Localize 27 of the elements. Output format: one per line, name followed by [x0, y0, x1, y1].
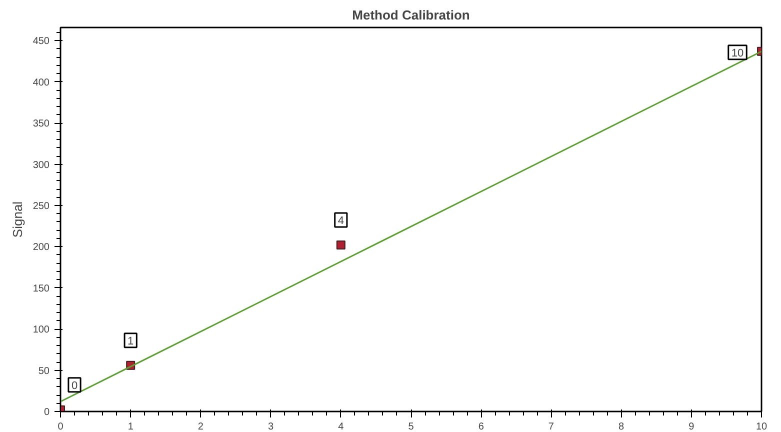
- annotation: 4: [338, 215, 344, 228]
- y-tick-label: 150: [32, 283, 50, 294]
- x-tick-label: 0: [58, 422, 64, 432]
- chart-title: Method Calibration: [352, 8, 470, 22]
- x-tick-label: 1: [128, 422, 134, 432]
- x-tick-label: 6: [478, 422, 484, 432]
- x-tick-label: 10: [756, 422, 768, 432]
- x-tick-label: 3: [268, 422, 274, 432]
- annotation: 0: [71, 380, 78, 392]
- annotation: 1: [128, 335, 134, 348]
- y-tick-label: 0: [44, 407, 50, 418]
- x-tick-label: 4: [338, 422, 344, 432]
- x-tick-label: 8: [618, 422, 625, 432]
- annotation: 10: [731, 47, 744, 60]
- y-tick-label: 250: [32, 200, 50, 212]
- y-tick-label: 200: [32, 242, 50, 254]
- y-tick-label: 350: [32, 118, 50, 130]
- x-tick-label: 7: [548, 422, 554, 432]
- y-tick-label: 100: [32, 324, 50, 336]
- x-tick-label: 2: [198, 422, 204, 432]
- y-tick-label: 450: [32, 36, 50, 48]
- y-tick-label: 300: [32, 160, 50, 171]
- x-tick-label: 9: [688, 422, 695, 432]
- x-tick-label: 5: [408, 422, 414, 432]
- y-axis-title: Signal: [10, 201, 25, 238]
- y-tick-label: 50: [38, 366, 50, 377]
- y-tick-label: 400: [32, 77, 50, 88]
